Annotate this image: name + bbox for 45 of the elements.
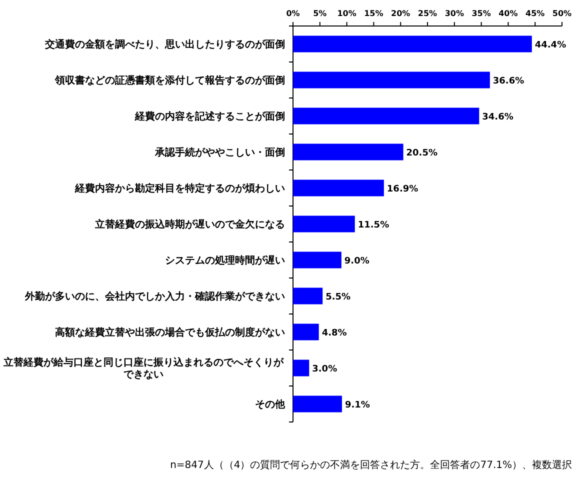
y-tick-label: 経費の内容を記述することが面倒 [134,110,285,122]
bar [293,180,384,196]
x-tick-label: 45% [526,9,545,18]
y-tick-label: 領収書などの証憑書類を添付して報告するのが面倒 [54,74,285,86]
data-label: 4.8% [322,328,347,338]
text: n=847人（（4）の質問で何らかの不満を回答された方。全回答者の77.1%）、複数選択 [170,459,572,471]
y-tick-label: 交通費の金額を調べたり、思い出したりするのが面倒 [44,38,285,50]
y-tick-label: 立替経費が給与口座と同じ口座に振り込まれるのでへそくりができない [2,356,284,380]
x-tick-label: 50% [552,9,572,18]
x-tick-label: 10% [337,9,356,18]
bar [293,252,342,268]
bar [293,324,319,340]
bar [293,216,355,232]
data-label: 9.0% [344,256,370,266]
data-label: 36.6% [492,76,524,86]
data-label: 3.0% [312,364,338,374]
data-label: 9.1% [344,400,370,410]
bar [293,288,323,304]
data-label: 34.6% [482,112,514,122]
x-tick-label: 0% [286,9,300,18]
y-tick-label: 立替経費の振込時期が遅いので金欠になる [94,218,285,230]
bar [293,360,310,376]
x-tick-label: 30% [444,9,464,18]
y-tick-label: 外勤が多いのに、会社内でしか入力・確認作業ができない [24,290,285,302]
x-tick-label: 25% [418,9,438,18]
data-label: 5.5% [326,292,351,302]
bar [293,36,532,52]
bar [293,72,490,88]
bar [293,144,404,160]
data-label: 20.5% [406,148,438,158]
y-tick-label: 承認手続がややこしい・面倒 [154,146,285,158]
x-tick-label: 15% [364,9,384,18]
x-tick-label: 35% [472,9,491,18]
data-label: 16.9% [386,184,418,194]
data-label: 11.5% [358,220,390,230]
bar [293,396,342,412]
y-tick-label: 高額な経費立替や出張の場合でも仮払の制度がない [55,326,285,338]
x-tick-label: 5% [313,9,327,18]
bar [293,108,480,124]
y-tick-label: システムの処理時間が遅い [165,254,285,266]
x-tick-label: 40% [498,9,518,18]
x-tick-label: 20% [391,9,410,18]
y-tick-label: 経費内容から勘定科目を特定するのが煩わしい [74,182,285,194]
data-label: 44.4% [534,40,566,50]
y-tick-label: その他 [255,398,286,410]
